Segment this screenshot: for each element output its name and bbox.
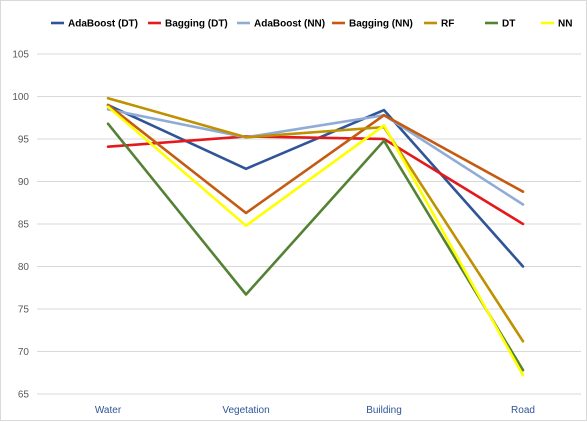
- series-line-dt: [106, 122, 525, 372]
- y-tick-label: 85: [18, 220, 30, 231]
- legend-item: AdaBoost (DT): [51, 19, 138, 30]
- data-point: [383, 109, 385, 111]
- legend: AdaBoost (DT) Bagging (DT) AdaBoost (NN) Ba…: [51, 19, 572, 30]
- series-line-bagging-dt: [106, 135, 525, 226]
- data-point: [522, 223, 524, 225]
- legend-item: RF: [424, 19, 454, 30]
- legend-label: AdaBoost (NN): [254, 19, 325, 30]
- series-line-bagging-nn: [106, 103, 525, 215]
- data-point: [245, 136, 247, 139]
- series-lines: [106, 96, 525, 377]
- legend-label: AdaBoost (DT): [68, 19, 138, 30]
- data-point: [107, 105, 109, 108]
- y-tick-label: 100: [12, 92, 29, 103]
- data-point: [107, 122, 109, 125]
- data-point: [245, 293, 247, 296]
- data-point: [245, 224, 247, 227]
- x-tick-label: Water: [95, 405, 122, 416]
- data-point: [107, 104, 109, 106]
- data-point: [522, 203, 524, 206]
- legend-item: Bagging (NN): [332, 19, 413, 30]
- y-tick-label: 90: [18, 177, 30, 188]
- data-point: [383, 114, 385, 116]
- legend-item: Bagging (DT): [148, 19, 228, 30]
- y-tick-label: 70: [18, 347, 30, 358]
- data-point: [522, 265, 524, 268]
- data-point: [522, 340, 524, 343]
- x-tick-label: Vegetation: [222, 405, 269, 416]
- x-axis-ticks: Water Vegetation Building Road: [95, 405, 535, 416]
- y-tick-label: 95: [18, 135, 30, 146]
- data-point: [383, 138, 385, 140]
- y-tick-label: 65: [18, 390, 30, 401]
- y-tick-label: 80: [18, 262, 30, 273]
- y-axis-ticks: 65 70 75 80 85 90 95 100 105: [12, 50, 29, 401]
- x-tick-label: Building: [366, 405, 402, 416]
- data-point: [245, 168, 247, 170]
- x-tick-label: Road: [511, 405, 535, 416]
- y-tick-label: 75: [18, 305, 30, 316]
- data-point: [107, 145, 109, 148]
- legend-label: Bagging (DT): [165, 19, 228, 30]
- data-point: [107, 97, 109, 99]
- series-line-nn: [106, 105, 525, 377]
- series-line-adaboost-dt: [106, 103, 525, 268]
- legend-item: NN: [541, 19, 572, 30]
- legend-label: NN: [558, 19, 572, 30]
- series-line-adaboost-nn: [106, 108, 525, 206]
- data-point: [522, 369, 524, 372]
- data-point: [383, 124, 385, 127]
- legend-label: DT: [502, 19, 515, 30]
- data-point: [522, 374, 524, 377]
- legend-item: AdaBoost (NN): [237, 19, 325, 30]
- legend-label: RF: [441, 19, 454, 30]
- data-point: [107, 108, 109, 111]
- data-point: [522, 190, 524, 193]
- data-point: [383, 139, 385, 142]
- legend-label: Bagging (NN): [349, 19, 413, 30]
- y-tick-label: 105: [12, 50, 29, 61]
- data-point: [245, 212, 247, 214]
- legend-item: DT: [485, 19, 515, 30]
- series-line-rf: [106, 96, 525, 343]
